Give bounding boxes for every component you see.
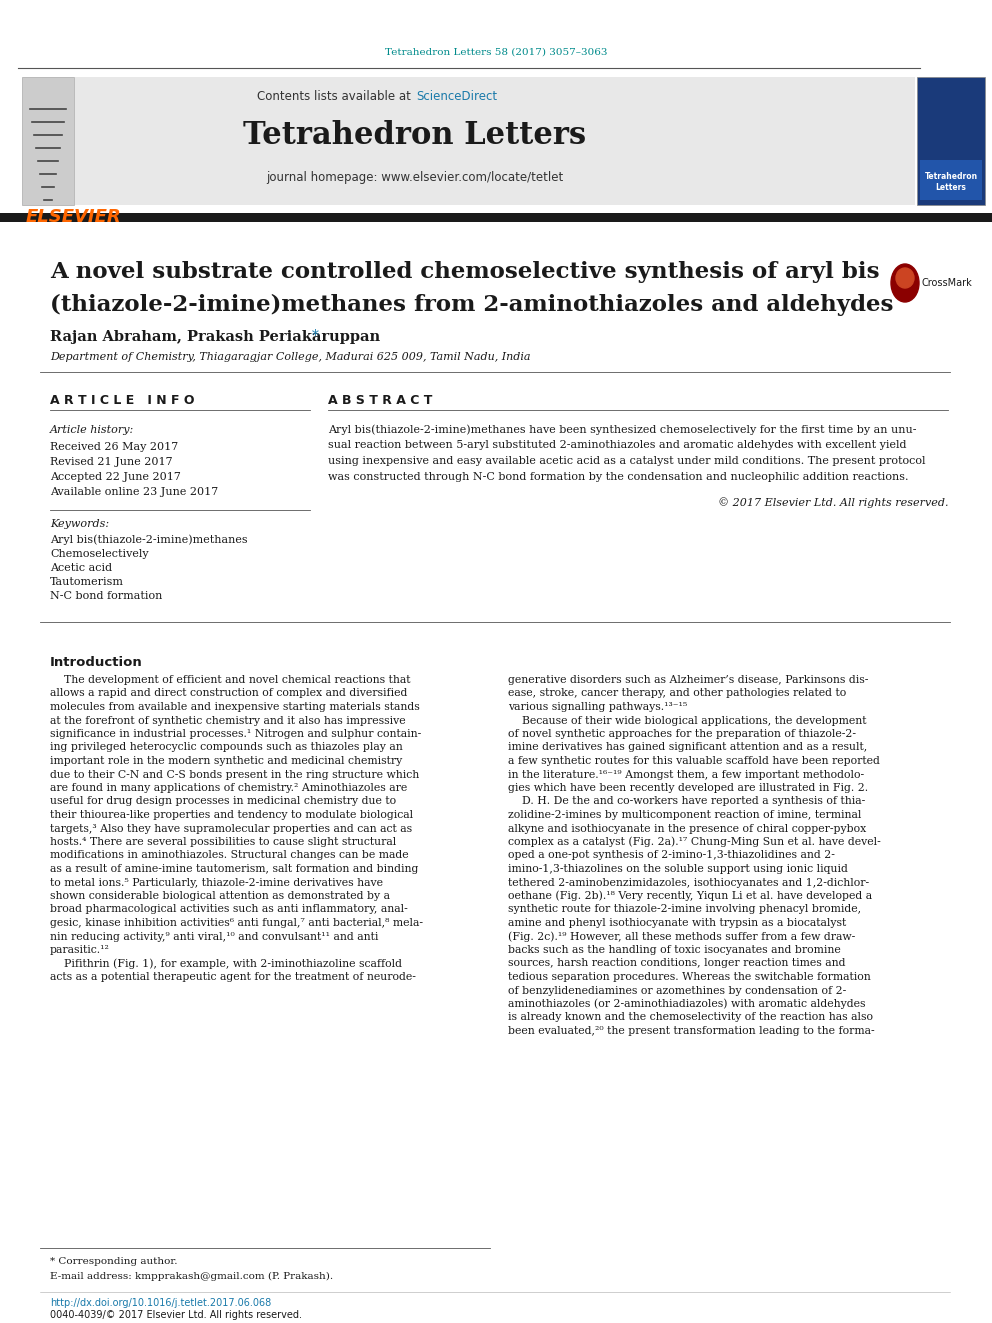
Text: various signalling pathways.¹³⁻¹⁵: various signalling pathways.¹³⁻¹⁵	[508, 703, 687, 712]
Text: Because of their wide biological applications, the development: Because of their wide biological applica…	[508, 716, 866, 725]
Text: in the literature.¹⁶⁻¹⁹ Amongst them, a few important methodolo-: in the literature.¹⁶⁻¹⁹ Amongst them, a …	[508, 770, 864, 779]
Text: Contents lists available at: Contents lists available at	[257, 90, 415, 103]
Text: complex as a catalyst (Fig. 2a).¹⁷ Chung-Ming Sun et al. have devel-: complex as a catalyst (Fig. 2a).¹⁷ Chung…	[508, 836, 881, 847]
Text: nin reducing activity,⁹ anti viral,¹⁰ and convulsant¹¹ and anti: nin reducing activity,⁹ anti viral,¹⁰ an…	[50, 931, 378, 942]
Text: molecules from available and inexpensive starting materials stands: molecules from available and inexpensive…	[50, 703, 420, 712]
Text: CrossMark: CrossMark	[922, 278, 973, 288]
Text: oped a one-pot synthesis of 2-imino-1,3-thiazolidines and 2-: oped a one-pot synthesis of 2-imino-1,3-…	[508, 851, 835, 860]
Text: allows a rapid and direct construction of complex and diversified: allows a rapid and direct construction o…	[50, 688, 408, 699]
Text: of novel synthetic approaches for the preparation of thiazole-2-: of novel synthetic approaches for the pr…	[508, 729, 856, 740]
Text: Introduction: Introduction	[50, 655, 143, 668]
Text: is already known and the chemoselectivity of the reaction has also: is already known and the chemoselectivit…	[508, 1012, 873, 1023]
Text: Tetrahedron
Letters: Tetrahedron Letters	[925, 172, 977, 192]
Text: Tetrahedron Letters: Tetrahedron Letters	[243, 119, 586, 151]
Text: Tetrahedron Letters 58 (2017) 3057–3063: Tetrahedron Letters 58 (2017) 3057–3063	[385, 48, 607, 57]
Text: gies which have been recently developed are illustrated in Fig. 2.: gies which have been recently developed …	[508, 783, 868, 792]
Text: broad pharmacological activities such as anti inflammatory, anal-: broad pharmacological activities such as…	[50, 905, 408, 914]
Text: Acetic acid: Acetic acid	[50, 564, 112, 573]
Text: Tautomerism: Tautomerism	[50, 577, 124, 587]
Text: Accepted 22 June 2017: Accepted 22 June 2017	[50, 472, 181, 482]
Text: generative disorders such as Alzheimer’s disease, Parkinsons dis-: generative disorders such as Alzheimer’s…	[508, 675, 868, 685]
Ellipse shape	[896, 269, 914, 288]
Text: synthetic route for thiazole-2-imine involving phenacyl bromide,: synthetic route for thiazole-2-imine inv…	[508, 905, 861, 914]
Text: their thiourea-like properties and tendency to modulate biological: their thiourea-like properties and tende…	[50, 810, 413, 820]
Text: zolidine-2-imines by multicomponent reaction of imine, terminal: zolidine-2-imines by multicomponent reac…	[508, 810, 861, 820]
Text: ELSEVIER: ELSEVIER	[26, 208, 122, 226]
Text: Pifithrin (Fig. 1), for example, with 2-iminothiazoline scaffold: Pifithrin (Fig. 1), for example, with 2-…	[50, 958, 402, 968]
Text: imino-1,3-thiazolines on the soluble support using ionic liquid: imino-1,3-thiazolines on the soluble sup…	[508, 864, 848, 875]
Text: © 2017 Elsevier Ltd. All rights reserved.: © 2017 Elsevier Ltd. All rights reserved…	[717, 497, 948, 508]
Text: parasitic.¹²: parasitic.¹²	[50, 945, 110, 955]
Text: was constructed through N-C bond formation by the condensation and nucleophilic : was constructed through N-C bond formati…	[328, 471, 909, 482]
Text: aminothiazoles (or 2-aminothiadiazoles) with aromatic aldehydes: aminothiazoles (or 2-aminothiadiazoles) …	[508, 999, 865, 1009]
Text: (Fig. 2c).¹⁹ However, all these methods suffer from a few draw-: (Fig. 2c).¹⁹ However, all these methods …	[508, 931, 855, 942]
Text: alkyne and isothiocyanate in the presence of chiral copper-pybox: alkyne and isothiocyanate in the presenc…	[508, 823, 866, 833]
Text: journal homepage: www.elsevier.com/locate/tetlet: journal homepage: www.elsevier.com/locat…	[267, 172, 563, 184]
Text: A novel substrate controlled chemoselective synthesis of aryl bis: A novel substrate controlled chemoselect…	[50, 261, 880, 283]
Text: oethane (Fig. 2b).¹⁸ Very recently, Yiqun Li et al. have developed a: oethane (Fig. 2b).¹⁸ Very recently, Yiqu…	[508, 890, 872, 901]
Text: sual reaction between 5-aryl substituted 2-aminothiazoles and aromatic aldehydes: sual reaction between 5-aryl substituted…	[328, 441, 907, 451]
Text: D. H. De the and co-workers have reported a synthesis of thia-: D. H. De the and co-workers have reporte…	[508, 796, 865, 807]
Text: using inexpensive and easy available acetic acid as a catalyst under mild condit: using inexpensive and easy available ace…	[328, 456, 926, 466]
Text: Aryl bis(thiazole-2-imine)methanes have been synthesized chemoselectively for th: Aryl bis(thiazole-2-imine)methanes have …	[328, 425, 917, 435]
Text: as a result of amine-imine tautomerism, salt formation and binding: as a result of amine-imine tautomerism, …	[50, 864, 419, 875]
Text: Received 26 May 2017: Received 26 May 2017	[50, 442, 179, 452]
Text: Article history:: Article history:	[50, 425, 134, 435]
Text: ing privileged heterocyclic compounds such as thiazoles play an: ing privileged heterocyclic compounds su…	[50, 742, 403, 753]
Bar	[920, 160, 982, 200]
Bar	[917, 77, 985, 205]
Text: acts as a potential therapeutic agent for the treatment of neurode-: acts as a potential therapeutic agent fo…	[50, 972, 416, 982]
Bar	[0, 213, 992, 222]
Text: targets,³ Also they have supramolecular properties and can act as: targets,³ Also they have supramolecular …	[50, 823, 412, 833]
Text: Chemoselectively: Chemoselectively	[50, 549, 149, 560]
Text: Revised 21 June 2017: Revised 21 June 2017	[50, 456, 173, 467]
Text: A B S T R A C T: A B S T R A C T	[328, 393, 433, 406]
Text: modifications in aminothiazoles. Structural changes can be made: modifications in aminothiazoles. Structu…	[50, 851, 409, 860]
Text: useful for drug design processes in medicinal chemistry due to: useful for drug design processes in medi…	[50, 796, 396, 807]
Text: sources, harsh reaction conditions, longer reaction times and: sources, harsh reaction conditions, long…	[508, 958, 845, 968]
Text: to metal ions.⁵ Particularly, thiazole-2-imine derivatives have: to metal ions.⁵ Particularly, thiazole-2…	[50, 877, 383, 888]
Text: http://dx.doi.org/10.1016/j.tetlet.2017.06.068: http://dx.doi.org/10.1016/j.tetlet.2017.…	[50, 1298, 271, 1308]
Text: A R T I C L E   I N F O: A R T I C L E I N F O	[50, 393, 194, 406]
Text: a few synthetic routes for this valuable scaffold have been reported: a few synthetic routes for this valuable…	[508, 755, 880, 766]
Text: Aryl bis(thiazole-2-imine)methanes: Aryl bis(thiazole-2-imine)methanes	[50, 534, 248, 545]
Text: ease, stroke, cancer therapy, and other pathologies related to: ease, stroke, cancer therapy, and other …	[508, 688, 846, 699]
Text: Department of Chemistry, Thiagaragjar College, Madurai 625 009, Tamil Nadu, Indi: Department of Chemistry, Thiagaragjar Co…	[50, 352, 531, 363]
Text: The development of efficient and novel chemical reactions that: The development of efficient and novel c…	[50, 675, 411, 685]
Text: are found in many applications of chemistry.² Aminothiazoles are: are found in many applications of chemis…	[50, 783, 408, 792]
Text: (thiazole-2-imine)methanes from 2-aminothiazoles and aldehydes: (thiazole-2-imine)methanes from 2-aminot…	[50, 294, 894, 316]
Text: shown considerable biological attention as demonstrated by a: shown considerable biological attention …	[50, 890, 390, 901]
Text: E-mail address: kmpprakash@gmail.com (P. Prakash).: E-mail address: kmpprakash@gmail.com (P.…	[50, 1271, 333, 1281]
Text: tethered 2-aminobenzimidazoles, isothiocyanates and 1,2-dichlor-: tethered 2-aminobenzimidazoles, isothioc…	[508, 877, 869, 888]
Bar	[22, 77, 74, 205]
Text: amine and phenyl isothiocyanate with trypsin as a biocatalyst: amine and phenyl isothiocyanate with try…	[508, 918, 846, 927]
Text: tedious separation procedures. Whereas the switchable formation: tedious separation procedures. Whereas t…	[508, 972, 871, 982]
Text: gesic, kinase inhibition activities⁶ anti fungal,⁷ anti bacterial,⁸ mela-: gesic, kinase inhibition activities⁶ ant…	[50, 918, 423, 927]
Text: hosts.⁴ There are several possibilities to cause slight structural: hosts.⁴ There are several possibilities …	[50, 837, 396, 847]
Text: Available online 23 June 2017: Available online 23 June 2017	[50, 487, 218, 497]
Ellipse shape	[891, 265, 919, 302]
Text: at the forefront of synthetic chemistry and it also has impressive: at the forefront of synthetic chemistry …	[50, 716, 406, 725]
Text: of benzylidenediamines or azomethines by condensation of 2-: of benzylidenediamines or azomethines by…	[508, 986, 846, 995]
Text: N-C bond formation: N-C bond formation	[50, 591, 163, 601]
Text: backs such as the handling of toxic isocyanates and bromine: backs such as the handling of toxic isoc…	[508, 945, 841, 955]
Text: been evaluated,²⁰ the present transformation leading to the forma-: been evaluated,²⁰ the present transforma…	[508, 1027, 875, 1036]
Text: Keywords:: Keywords:	[50, 519, 109, 529]
Text: 0040-4039/© 2017 Elsevier Ltd. All rights reserved.: 0040-4039/© 2017 Elsevier Ltd. All right…	[50, 1310, 302, 1320]
Bar	[75, 77, 915, 205]
Text: imine derivatives has gained significant attention and as a result,: imine derivatives has gained significant…	[508, 742, 867, 753]
Text: * Corresponding author.: * Corresponding author.	[50, 1257, 178, 1266]
Text: significance in industrial processes.¹ Nitrogen and sulphur contain-: significance in industrial processes.¹ N…	[50, 729, 422, 740]
Text: due to their C-N and C-S bonds present in the ring structure which: due to their C-N and C-S bonds present i…	[50, 770, 420, 779]
Text: important role in the modern synthetic and medicinal chemistry: important role in the modern synthetic a…	[50, 755, 402, 766]
Text: ScienceDirect: ScienceDirect	[416, 90, 497, 103]
Text: Rajan Abraham, Prakash Periakaruppan: Rajan Abraham, Prakash Periakaruppan	[50, 329, 380, 344]
Text: *: *	[312, 329, 318, 343]
